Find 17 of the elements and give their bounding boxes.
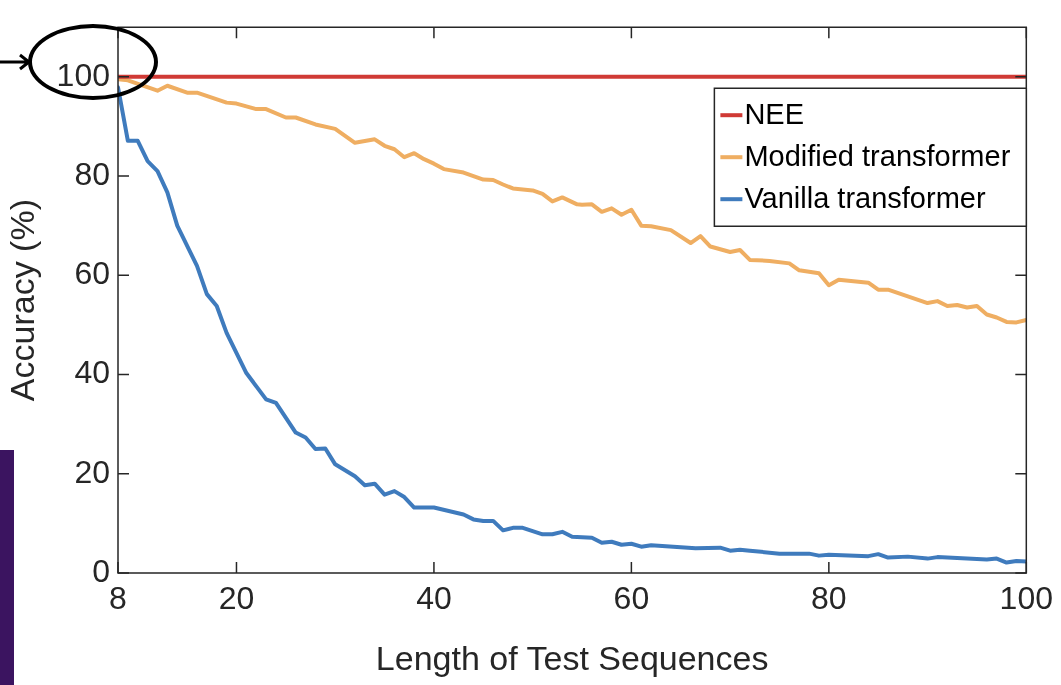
legend-label: NEE [744, 98, 805, 131]
x-tick-label: 60 [613, 580, 650, 617]
x-axis-title: Length of Test Sequences [375, 638, 769, 677]
x-tick-label: 100 [999, 580, 1053, 617]
y-tick-label: 100 [56, 56, 110, 93]
x-tick-label: 20 [218, 580, 255, 617]
y-tick-label: 40 [74, 354, 110, 391]
y-tick-label: 80 [74, 155, 110, 192]
x-tick-label: 80 [811, 580, 847, 617]
x-tick-label: 8 [109, 580, 127, 617]
y-tick-label: 60 [74, 255, 110, 292]
legend-label: Vanilla transformer [744, 182, 986, 215]
y-tick-label: 0 [92, 552, 110, 589]
y-tick-label: 20 [74, 453, 110, 490]
legend-label: Modified transformer [744, 140, 1011, 173]
x-tick-label: 40 [416, 580, 452, 617]
y-axis-title: Accuracy (%) [2, 199, 41, 402]
